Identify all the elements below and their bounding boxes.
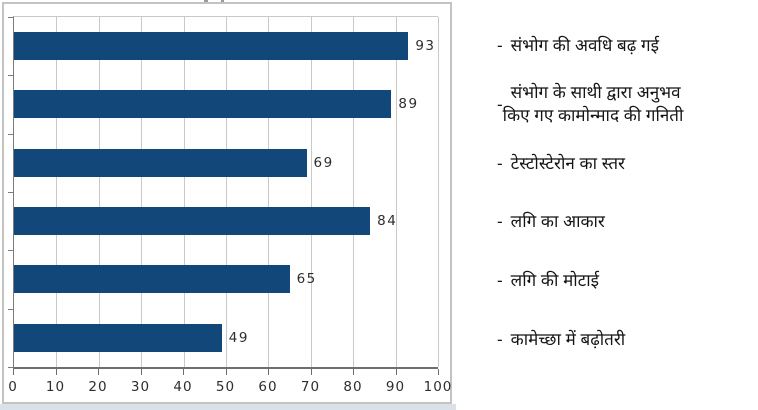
legend-item: - कामेच्छा में बढ़ोतरी [455,310,755,369]
plot-area: 93 89 69 84 [8,16,439,369]
bar-row: 93 [14,17,438,75]
bar-row: 65 [14,250,438,308]
legend-text: संभोग की अवधि बढ़ गई [510,35,659,55]
legend-text: टेस्टोस्टेरोन का स्तर [510,153,625,173]
bar: 93 [14,32,434,61]
bullet-dash: - [497,94,503,114]
x-tick-label: 60 [258,379,278,395]
bar: 89 [14,90,417,119]
x-tick-label: 80 [343,379,363,395]
bar-row: 89 [14,75,438,133]
x-axis: 0 10 20 30 40 50 60 70 80 90 100 [8,369,451,401]
x-tick-label: 0 [8,379,18,395]
bar-value-label: 93 [415,38,436,55]
x-tick-label: 90 [385,379,406,395]
x-tick-label: 30 [130,379,151,395]
bar-row: 49 [14,309,438,367]
x-tick-label: 10 [45,379,66,395]
y-axis-ticks [8,17,438,368]
legend-text-line2: किए गए कामोन्माद की गनिती [502,106,684,126]
x-tick-label: 20 [88,379,108,395]
legend-item: - लगि का आकार [455,192,755,251]
bullet-dash: - [497,212,503,232]
bullet-dash: - [497,35,503,55]
bar-value-label: 49 [228,329,249,346]
bar-value-label: 69 [313,154,334,171]
x-tick-label: 70 [300,379,321,395]
bullet-dash: - [497,153,503,173]
bar-value-label: 65 [296,271,317,288]
bar-row: 84 [14,192,438,250]
legend-text: संभोग के साथी द्वारा अनुभव [510,83,681,103]
legend-item: - लगि की मोटाई [455,251,755,310]
x-tick-label: 50 [215,379,236,395]
bar-value-label: 84 [377,213,398,230]
bar-chart: 93 89 69 84 [2,2,452,404]
bullet-dash: - [497,330,503,350]
bullet-dash: - [497,271,503,291]
bar-value-label: 89 [398,96,419,113]
bar: 65 [14,265,315,294]
bar: 84 [14,207,396,236]
bar: 69 [14,148,332,177]
x-tick-label: 40 [173,379,193,395]
gridlines [14,17,439,367]
legend-item: - संभोग के साथी द्वारा अनुभव किए गए कामो… [455,75,755,134]
bar-row: 69 [14,134,438,192]
chart-bottom-edge [0,404,456,410]
legend-text: कामेच्छा में बढ़ोतरी [510,330,626,350]
legend-item: - संभोग की अवधि बढ़ गई [455,16,755,75]
bar-series: 93 89 69 84 [14,17,438,367]
legend-text: लगि की मोटाई [510,271,599,291]
bar: 49 [14,323,247,352]
category-label-list: - संभोग की अवधि बढ़ गई - संभोग के साथी द… [455,16,755,369]
legend-text: लगि का आकार [510,212,605,232]
legend-item: - टेस्टोस्टेरोन का स्तर [455,134,755,193]
x-tick-label: 100 [423,379,453,395]
